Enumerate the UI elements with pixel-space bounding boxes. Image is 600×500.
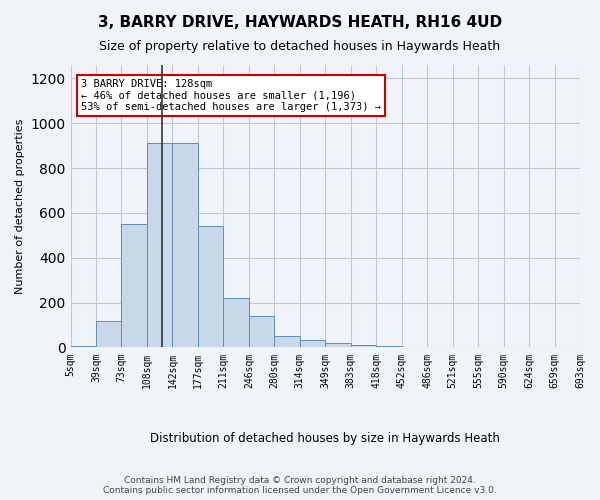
Text: 3 BARRY DRIVE: 128sqm
← 46% of detached houses are smaller (1,196)
53% of semi-d: 3 BARRY DRIVE: 128sqm ← 46% of detached … [81,79,381,112]
Bar [376,346,401,348]
Bar [71,346,96,348]
Bar [172,144,198,348]
X-axis label: Distribution of detached houses by size in Haywards Heath: Distribution of detached houses by size … [151,432,500,445]
Bar [121,224,147,348]
Y-axis label: Number of detached properties: Number of detached properties [15,118,25,294]
Bar [198,226,223,348]
Text: Contains HM Land Registry data © Crown copyright and database right 2024.
Contai: Contains HM Land Registry data © Crown c… [103,476,497,495]
Bar [300,340,325,347]
Bar [325,343,351,347]
Bar [147,144,172,348]
Text: Size of property relative to detached houses in Haywards Heath: Size of property relative to detached ho… [100,40,500,53]
Bar [274,336,300,347]
Bar [351,345,376,348]
Bar [249,316,274,348]
Bar [223,298,249,348]
Bar [96,320,121,347]
Text: 3, BARRY DRIVE, HAYWARDS HEATH, RH16 4UD: 3, BARRY DRIVE, HAYWARDS HEATH, RH16 4UD [98,15,502,30]
